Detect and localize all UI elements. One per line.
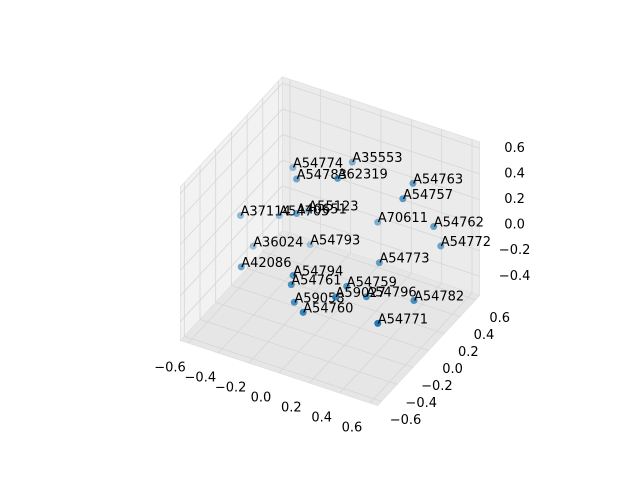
grid-line (282, 82, 480, 149)
x-tick-label: 0.2 (281, 401, 302, 416)
point-label: A54782 (414, 290, 464, 305)
point (409, 179, 417, 187)
x-tick-label: −0.6 (154, 361, 186, 376)
grid-line (282, 185, 480, 252)
point-label: A54793 (310, 234, 360, 249)
point (299, 308, 307, 316)
x-tick-label: 0.0 (251, 391, 272, 406)
x-tick-label: 0.4 (311, 411, 332, 426)
y-tick-label: −0.6 (390, 413, 422, 428)
point-label: A54761 (291, 274, 341, 289)
grid-line (282, 159, 480, 226)
y-tick-label: 0.4 (474, 328, 495, 343)
point-label: A54759 (347, 275, 397, 290)
grid-line (246, 268, 445, 334)
point (275, 212, 283, 220)
point (374, 319, 382, 327)
grid-line (180, 134, 283, 245)
y-tick-label: 0.6 (489, 311, 510, 326)
z-tick-label: −0.2 (499, 243, 531, 258)
grid-line (180, 185, 283, 296)
grid-line (231, 285, 429, 351)
point-label: A62319 (338, 167, 388, 182)
x-tick-label: −0.4 (185, 371, 217, 386)
point (399, 195, 407, 203)
y-tick-label: −0.4 (405, 396, 437, 411)
point-label: A59027 (336, 286, 386, 301)
point-label: A70611 (378, 211, 428, 226)
grid-line (282, 210, 480, 277)
grid-line (184, 335, 382, 402)
point (287, 281, 295, 289)
point-label: A54762 (434, 216, 484, 231)
point (374, 218, 382, 226)
point-label: A36024 (253, 235, 303, 250)
point-label: A54794 (293, 264, 343, 279)
grid-line (278, 234, 476, 301)
point (306, 241, 314, 249)
z-tick-label: 0.2 (504, 192, 525, 207)
point (293, 175, 301, 183)
point (410, 297, 418, 305)
grid-line (282, 134, 480, 200)
point-label: A55123 (308, 199, 358, 214)
grid-line (180, 83, 283, 194)
point (343, 282, 351, 290)
y-tick-label: 0.2 (458, 345, 479, 360)
grid-line (215, 302, 414, 368)
z-tick-label: 0.4 (504, 166, 525, 181)
grid-line (262, 251, 461, 318)
point-label: A35553 (352, 151, 402, 166)
point (334, 174, 342, 182)
point-label: A54757 (403, 188, 453, 203)
point (304, 206, 312, 214)
z-tick-label: 0.6 (504, 141, 525, 156)
point-label: A37114 (241, 205, 291, 220)
z-tick-label: −0.4 (499, 269, 531, 284)
point (332, 293, 340, 301)
point-label: A42086 (241, 256, 291, 271)
point (293, 210, 301, 218)
point (289, 164, 297, 172)
z-tick-label: 0.0 (504, 218, 525, 233)
grid-line (180, 211, 283, 322)
grid-line (180, 108, 283, 220)
point (290, 298, 298, 306)
grid-line (180, 159, 283, 271)
point (237, 212, 245, 220)
point-label: A54760 (303, 301, 353, 316)
x-tick-label: 0.6 (342, 421, 363, 436)
y-tick-label: 0.0 (442, 362, 463, 377)
point (289, 271, 297, 279)
point-label: A59058 (294, 291, 344, 306)
point-label: A54771 (378, 312, 428, 327)
point (362, 293, 370, 301)
point-label: A54796 (366, 286, 416, 301)
point (437, 242, 445, 250)
point-label: A54763 (413, 172, 463, 187)
point-label: A54773 (379, 252, 429, 267)
point-label: A54705 (279, 205, 329, 220)
grid-line (199, 318, 398, 385)
point (249, 242, 257, 250)
point (348, 158, 356, 166)
point (430, 223, 438, 231)
y-tick-label: −0.2 (421, 379, 453, 394)
point-label: A54774 (293, 157, 343, 172)
point (375, 259, 383, 267)
point (237, 263, 245, 271)
point-label: A40651 (297, 203, 347, 218)
point-label: A54772 (441, 235, 491, 250)
x-tick-label: −0.2 (215, 381, 247, 396)
grid-line (282, 108, 480, 175)
